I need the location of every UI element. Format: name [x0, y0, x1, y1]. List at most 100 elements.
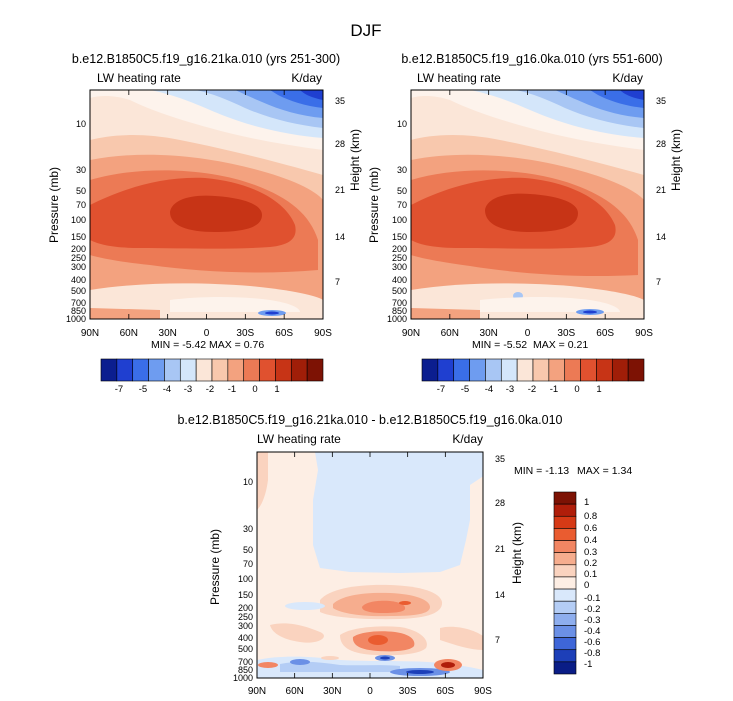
colorbar-label: -0.1: [584, 593, 600, 604]
y-tick-label: 1000: [233, 673, 253, 683]
colorbar-swatch: [275, 358, 292, 382]
colorbar-swatch: [195, 358, 213, 382]
colorbar-horizontal: [421, 358, 645, 382]
colorbar-horizontal: [100, 358, 324, 382]
y-axis-label: Pressure (mb): [208, 529, 222, 605]
y-right-tick-label: 7: [495, 635, 500, 645]
y-axis-label: Pressure (mb): [367, 167, 381, 243]
max-label: MAX = 0.21: [533, 339, 588, 351]
y-axis-height: 35 28 21 14 7: [335, 96, 345, 287]
y-tick-label: 850: [71, 306, 86, 316]
colorbar-swatch: [553, 588, 577, 602]
colorbar-swatch: [553, 576, 577, 590]
colorbar-label: 0.3: [584, 547, 597, 558]
colorbar-swatch: [553, 528, 577, 541]
colorbar-label: 0.2: [584, 558, 597, 569]
colorbar-swatch: [611, 358, 629, 382]
y-tick-label: 30: [76, 165, 86, 175]
colorbar-swatch: [437, 358, 455, 382]
colorbar-label: -0.8: [584, 648, 600, 659]
y-tick-label: 1000: [387, 314, 407, 324]
colorbar-swatch: [259, 358, 276, 382]
y-right-tick-label: 35: [656, 96, 666, 106]
y-tick-label: 400: [238, 633, 253, 643]
colorbar-label: 1: [584, 497, 589, 508]
y-tick-label: 700: [392, 298, 407, 308]
colorbar-swatch: [469, 358, 486, 382]
x-tick-label: 30N: [159, 328, 177, 339]
y-right-tick-label: 14: [335, 232, 345, 242]
y-tick-label: 500: [71, 286, 86, 296]
x-tick-label: 30N: [480, 328, 498, 339]
x-tick-label: 30S: [399, 686, 417, 697]
y-right-tick-label: 7: [335, 277, 340, 287]
colorbar-label: -1: [584, 659, 592, 670]
colorbar-swatch: [116, 358, 134, 382]
colorbar-swatch: [532, 358, 550, 382]
colorbar-swatch: [553, 625, 577, 638]
colorbar-swatch: [580, 358, 597, 382]
x-tick-label: 90N: [248, 686, 266, 697]
colorbar-label: 1: [274, 384, 279, 395]
colorbar-swatch: [243, 358, 260, 382]
colorbar-swatch: [553, 503, 577, 517]
colorbar-swatch: [227, 358, 245, 382]
x-tick-label: 60N: [286, 686, 304, 697]
y-tick-label: 400: [392, 275, 407, 285]
colorbar-swatch: [421, 358, 439, 382]
y-tick-label: 150: [392, 232, 407, 242]
y-tick-label: 30: [243, 524, 253, 534]
x-tick-label: 60N: [441, 328, 459, 339]
colorbar-labels: 1 0.8 0.6 0.4 0.3 0.2 0.1 0 -0.1 -0.2 -0…: [584, 497, 600, 670]
colorbar-swatch: [553, 637, 577, 651]
left-string: LW heating rate: [257, 432, 341, 446]
colorbar-swatch: [485, 358, 502, 382]
colorbar-swatch: [132, 358, 149, 382]
colorbar-label: -5: [139, 384, 147, 395]
colorbar-swatch: [306, 358, 324, 382]
y-tick-label: 700: [71, 298, 86, 308]
x-tick-label: 60S: [275, 328, 293, 339]
panel-0ka: b.e12.B1850C5.f19_g16.0ka.010 (yrs 551-6…: [367, 52, 683, 395]
right-string: K/day: [452, 432, 483, 446]
y-right-tick-label: 35: [335, 96, 345, 106]
colorbar-label: 0.8: [584, 511, 597, 522]
y-axis-height: 35 28 21 14 7: [656, 96, 666, 287]
x-tick-label: 60S: [436, 686, 454, 697]
x-tick-label: 0: [204, 328, 210, 339]
y-right-tick-label: 35: [495, 454, 505, 464]
y-tick-label: 300: [392, 262, 407, 272]
contour-field: [90, 90, 323, 319]
colorbar-swatch: [179, 358, 197, 382]
y-right-tick-label: 28: [656, 139, 666, 149]
y-tick-label: 70: [76, 200, 86, 210]
y-tick-label: 250: [238, 612, 253, 622]
x-tick-label: 90S: [474, 686, 492, 697]
y-axis-label: Pressure (mb): [47, 167, 61, 243]
colorbar-label: 0.6: [584, 523, 597, 534]
min-label: MIN = -5.52: [472, 339, 527, 351]
x-tick-label: 0: [525, 328, 531, 339]
y-tick-label: 100: [392, 215, 407, 225]
y-tick-label: 850: [392, 306, 407, 316]
colorbar-labels: -7 -5 -4 -3 -2 -1 0 1: [437, 384, 602, 395]
y-tick-label: 50: [397, 186, 407, 196]
colorbar-swatch: [164, 358, 181, 382]
colorbar-swatch: [553, 552, 577, 566]
y-tick-label: 200: [71, 244, 86, 254]
y-tick-label: 500: [392, 286, 407, 296]
x-tick-label: 90N: [402, 328, 420, 339]
left-string: LW heating rate: [97, 71, 181, 85]
y-tick-label: 10: [76, 119, 86, 129]
y-tick-label: 70: [243, 559, 253, 569]
colorbar-swatch: [553, 540, 577, 553]
colorbar-swatch: [553, 515, 577, 529]
colorbar-swatch: [453, 358, 470, 382]
colorbar-label: 0: [574, 384, 579, 395]
colorbar-label: -2: [528, 384, 536, 395]
y-right-tick-label: 14: [656, 232, 666, 242]
y-tick-label: 200: [238, 603, 253, 613]
colorbar-label: -1: [550, 384, 558, 395]
y-tick-label: 100: [238, 574, 253, 584]
contour-field: [411, 90, 644, 319]
